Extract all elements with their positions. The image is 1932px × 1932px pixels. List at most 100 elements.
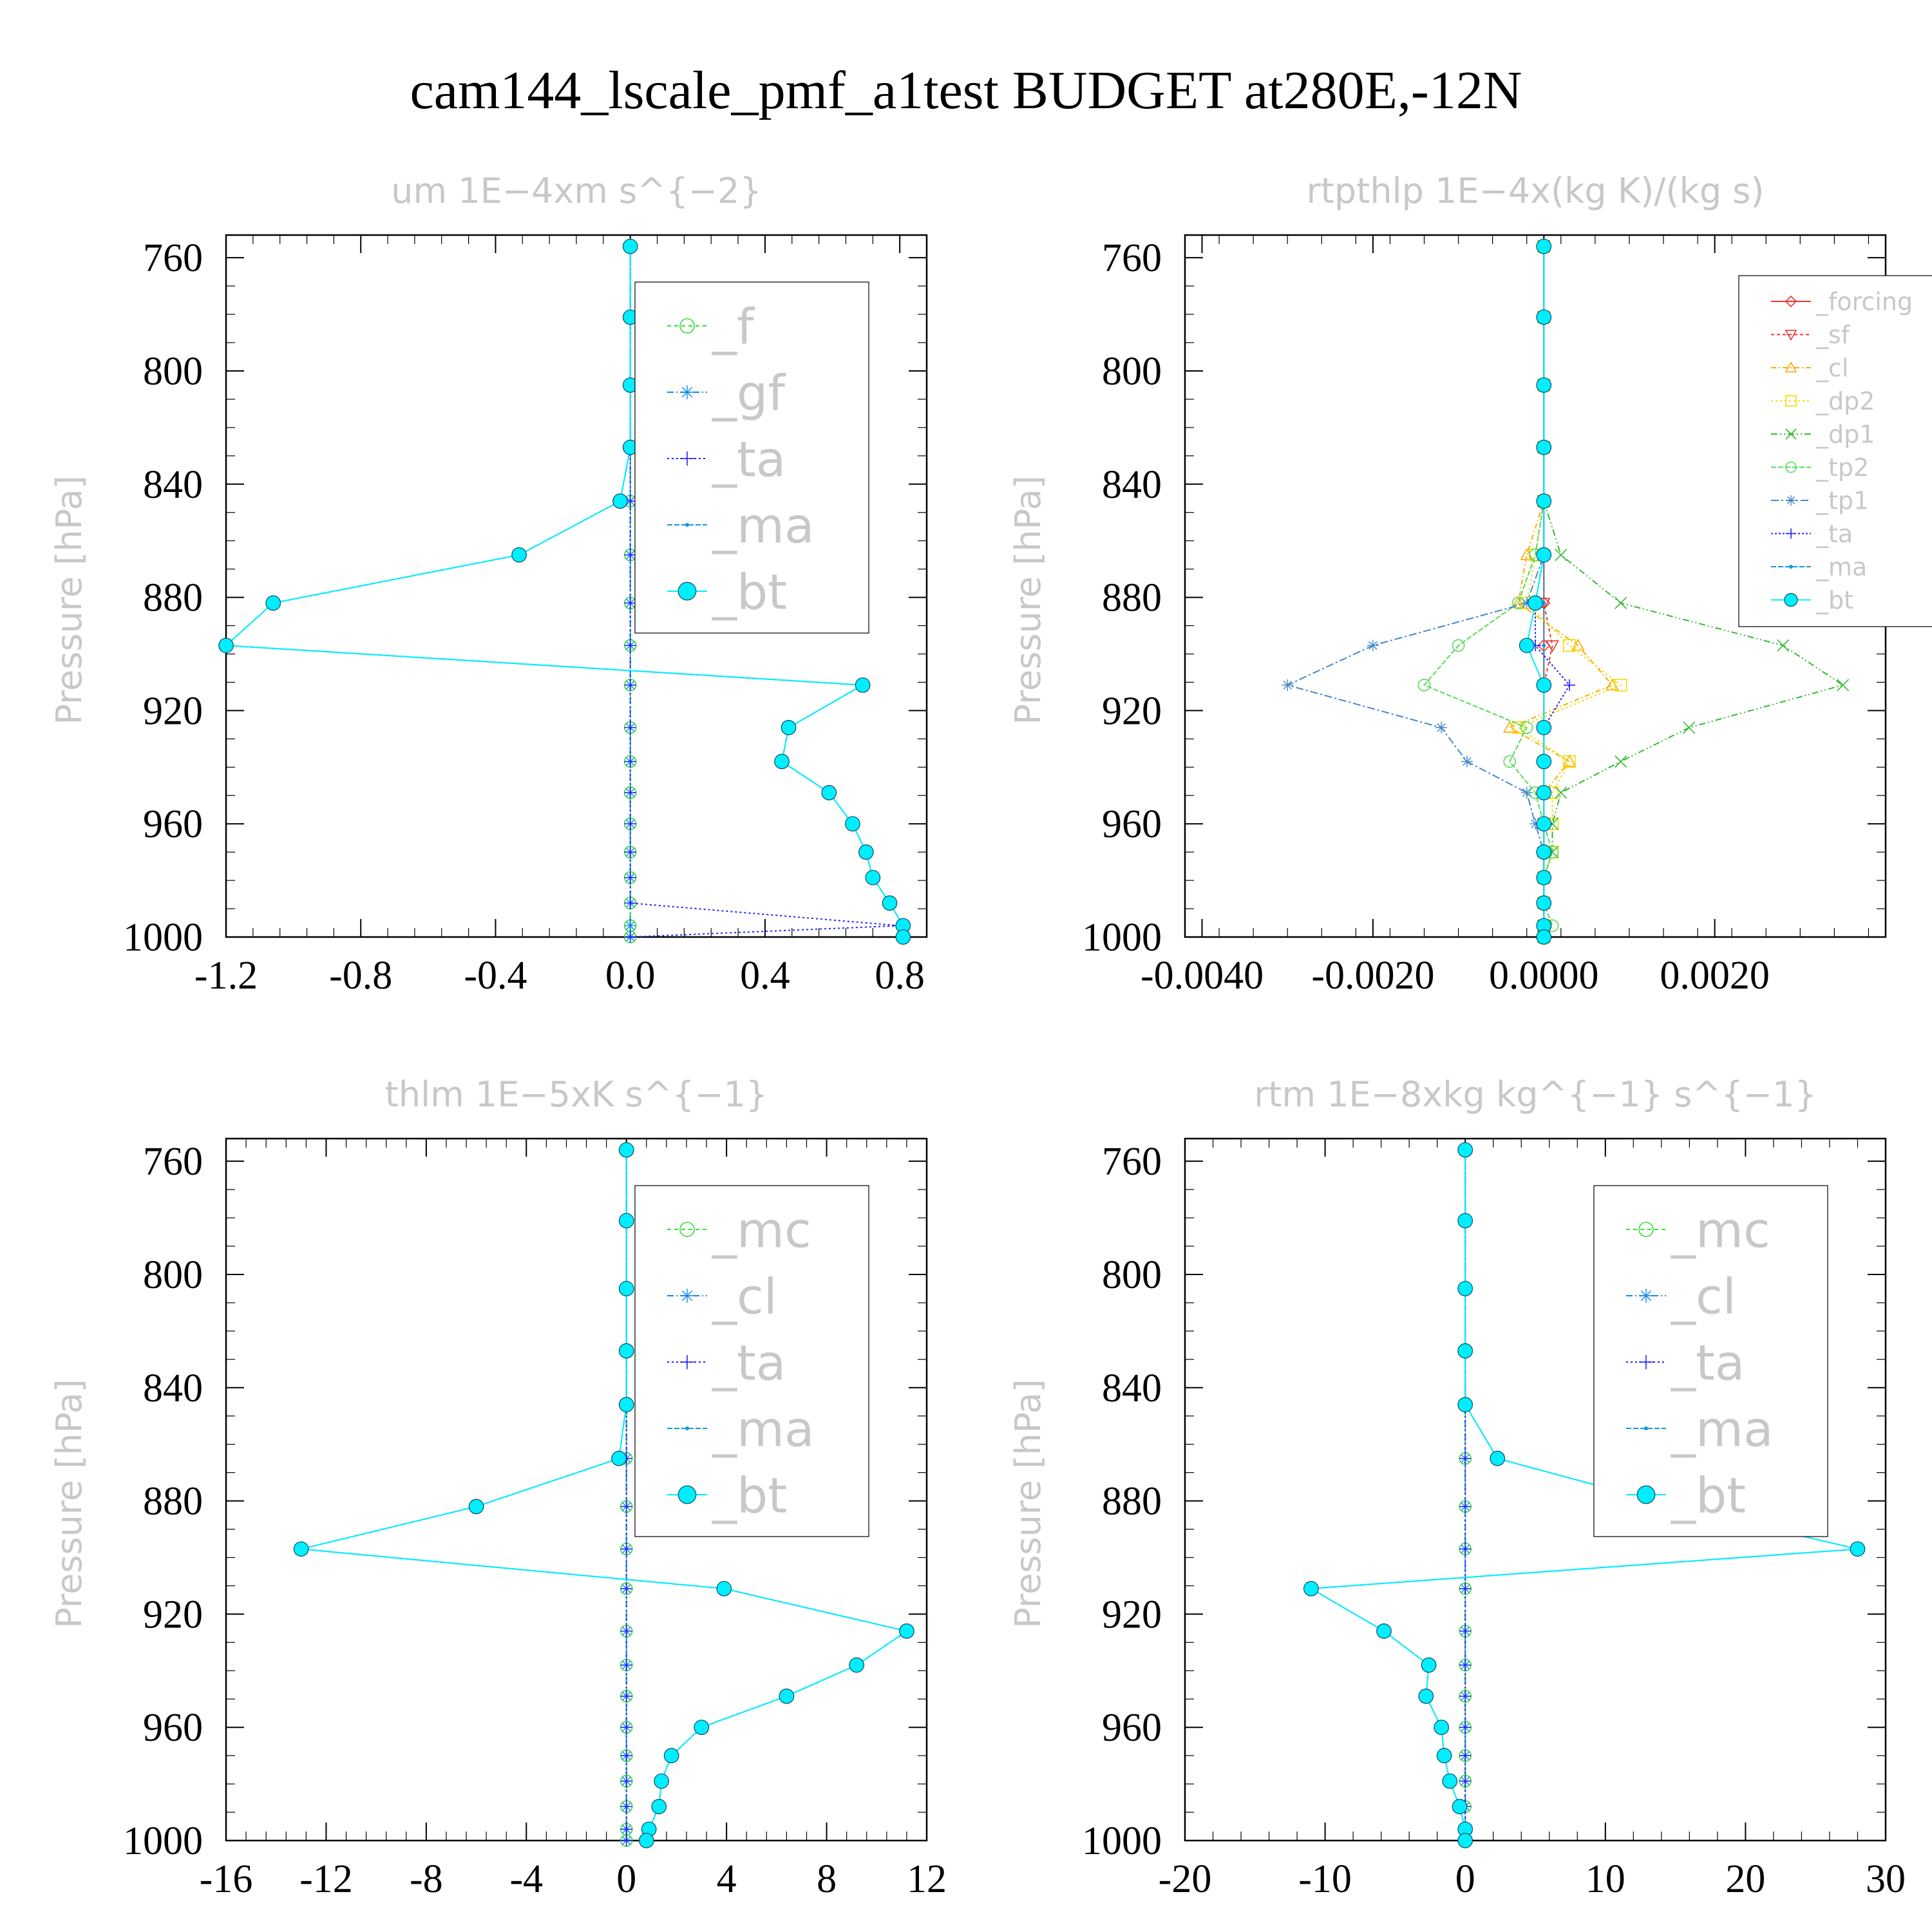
x-tick-label: -12 <box>299 1857 353 1901</box>
y-axis-label: Pressure [hPa] <box>49 1379 90 1628</box>
x-tick-label: 0.0020 <box>1660 954 1770 998</box>
data-point-ta <box>1459 1721 1472 1734</box>
data-point-bt <box>1536 929 1552 945</box>
data-point-bt <box>1536 719 1552 735</box>
series-line-tp2 <box>1423 246 1553 938</box>
data-point-ta <box>620 1835 632 1846</box>
data-point-dp1 <box>1837 679 1850 692</box>
panel-title: rtpthlp 1E−4x(kg K)/(kg s) <box>1307 171 1765 211</box>
data-point-bt <box>1457 1833 1473 1848</box>
data-point-bt <box>1536 677 1552 693</box>
legend-label: _ta <box>1671 1334 1745 1391</box>
data-point-bt <box>1536 309 1552 325</box>
y-tick-label: 1000 <box>123 1819 203 1863</box>
y-axis-label: Pressure [hPa] <box>49 475 90 724</box>
legend-marker <box>679 318 695 334</box>
panel-title: thlm 1E−5xK s^{−1} <box>385 1074 768 1115</box>
data-point-dp2 <box>1563 755 1576 768</box>
data-point-bt <box>663 1748 679 1763</box>
y-tick-label: 960 <box>1102 802 1162 846</box>
x-tick-label: -16 <box>200 1857 253 1901</box>
data-point-tp2 <box>1503 755 1516 768</box>
legend-label: _forcing <box>1815 288 1913 316</box>
y-axis-label: Pressure [hPa] <box>1008 1379 1048 1628</box>
legend-label: _ma <box>1671 1400 1774 1457</box>
legend-label: _cl <box>1815 354 1848 383</box>
x-tick-label: 0 <box>1455 1857 1475 1901</box>
data-point-gf <box>624 920 636 932</box>
data-point-bt <box>1457 1142 1473 1158</box>
data-point-bt <box>1418 1688 1434 1704</box>
legend-label: _cl <box>1671 1267 1736 1325</box>
y-tick-label: 840 <box>1102 1367 1162 1410</box>
data-point-tp2 <box>1520 721 1533 734</box>
data-point-bt <box>1421 1657 1437 1673</box>
data-point-dp1 <box>1615 755 1627 768</box>
data-point-bt <box>511 547 527 563</box>
legend-marker <box>1786 528 1796 539</box>
data-point-bt <box>651 1799 667 1815</box>
legend-label: _ta <box>1815 520 1853 548</box>
x-tick-label: -20 <box>1159 1857 1212 1901</box>
legend-label: _ta <box>712 430 786 488</box>
legend-label: _cl <box>712 1267 777 1325</box>
series-line-bt <box>1526 246 1545 937</box>
legend-marker <box>1785 461 1797 473</box>
legend-marker <box>1785 428 1797 440</box>
data-point-bt <box>849 1657 865 1673</box>
x-tick-label: 12 <box>907 1857 947 1901</box>
panel-thlm-budget: -16 -12 -8 -4 0 4 8 12 760 800 840 880 920 960 1000 thl… <box>49 1074 947 1901</box>
data-point-ta <box>624 597 636 609</box>
data-point-bt <box>821 784 837 800</box>
legend-marker <box>1785 361 1797 373</box>
y-tick-label: 880 <box>143 576 203 620</box>
x-tick-label: -0.0020 <box>1311 954 1434 998</box>
data-point-bt <box>865 869 881 886</box>
x-tick-label: 20 <box>1725 1857 1765 1901</box>
y-tick-label: 920 <box>143 1593 203 1636</box>
legend-marker <box>1785 330 1797 341</box>
data-point-dp1 <box>1615 596 1627 609</box>
x-tick-label: 8 <box>817 1857 837 1901</box>
y-tick-label: 880 <box>1102 576 1162 620</box>
data-point-bt <box>218 638 234 654</box>
data-point-dp2 <box>1614 679 1627 692</box>
data-point-ta <box>624 679 636 691</box>
legend-marker <box>685 523 689 527</box>
data-point-ta <box>1459 1543 1472 1555</box>
data-point-bt <box>618 1397 634 1412</box>
legend-label: _tp2 <box>1815 453 1869 482</box>
panel-um-budget: -1.2 -0.8 -0.4 0.0 0.4 0.8 760 800 840 880 920 960 1… <box>49 171 928 998</box>
y-tick-label: 800 <box>143 1253 203 1297</box>
data-point-ta <box>1459 1625 1472 1637</box>
x-tick-label: 30 <box>1866 1857 1906 1901</box>
data-point-bt <box>1536 377 1552 393</box>
data-point-ta <box>620 1801 632 1813</box>
legend-box <box>1593 1185 1828 1537</box>
legend-label: _bt <box>1671 1466 1746 1524</box>
legend-label: _tp1 <box>1815 487 1869 515</box>
panel-title: um 1E−4xm s^{−2} <box>391 171 762 211</box>
legend-label: _dp1 <box>1815 421 1875 449</box>
legend-label: _dp2 <box>1815 387 1875 415</box>
data-point-bt <box>1536 439 1552 455</box>
series-line-cl <box>1508 246 1614 937</box>
data-point-ta <box>620 1750 632 1762</box>
data-point-sf <box>1546 640 1559 652</box>
series-line-sf <box>1543 246 1553 937</box>
data-point-ta <box>624 639 636 652</box>
y-tick-label: 880 <box>1102 1480 1162 1524</box>
y-tick-label: 760 <box>1102 1140 1162 1184</box>
legend-marker <box>1639 1355 1653 1369</box>
y-tick-label: 880 <box>143 1480 203 1524</box>
x-tick-label: -0.4 <box>464 954 527 998</box>
y-tick-label: 760 <box>143 236 203 280</box>
data-point-ta <box>624 846 636 858</box>
data-point-ta <box>1459 1659 1472 1671</box>
legend-marker <box>1786 495 1796 506</box>
y-tick-label: 920 <box>1102 689 1162 733</box>
x-tick-label: 0.0 <box>605 954 656 998</box>
data-point-ta <box>620 1823 632 1835</box>
legend-marker <box>1636 1485 1656 1504</box>
